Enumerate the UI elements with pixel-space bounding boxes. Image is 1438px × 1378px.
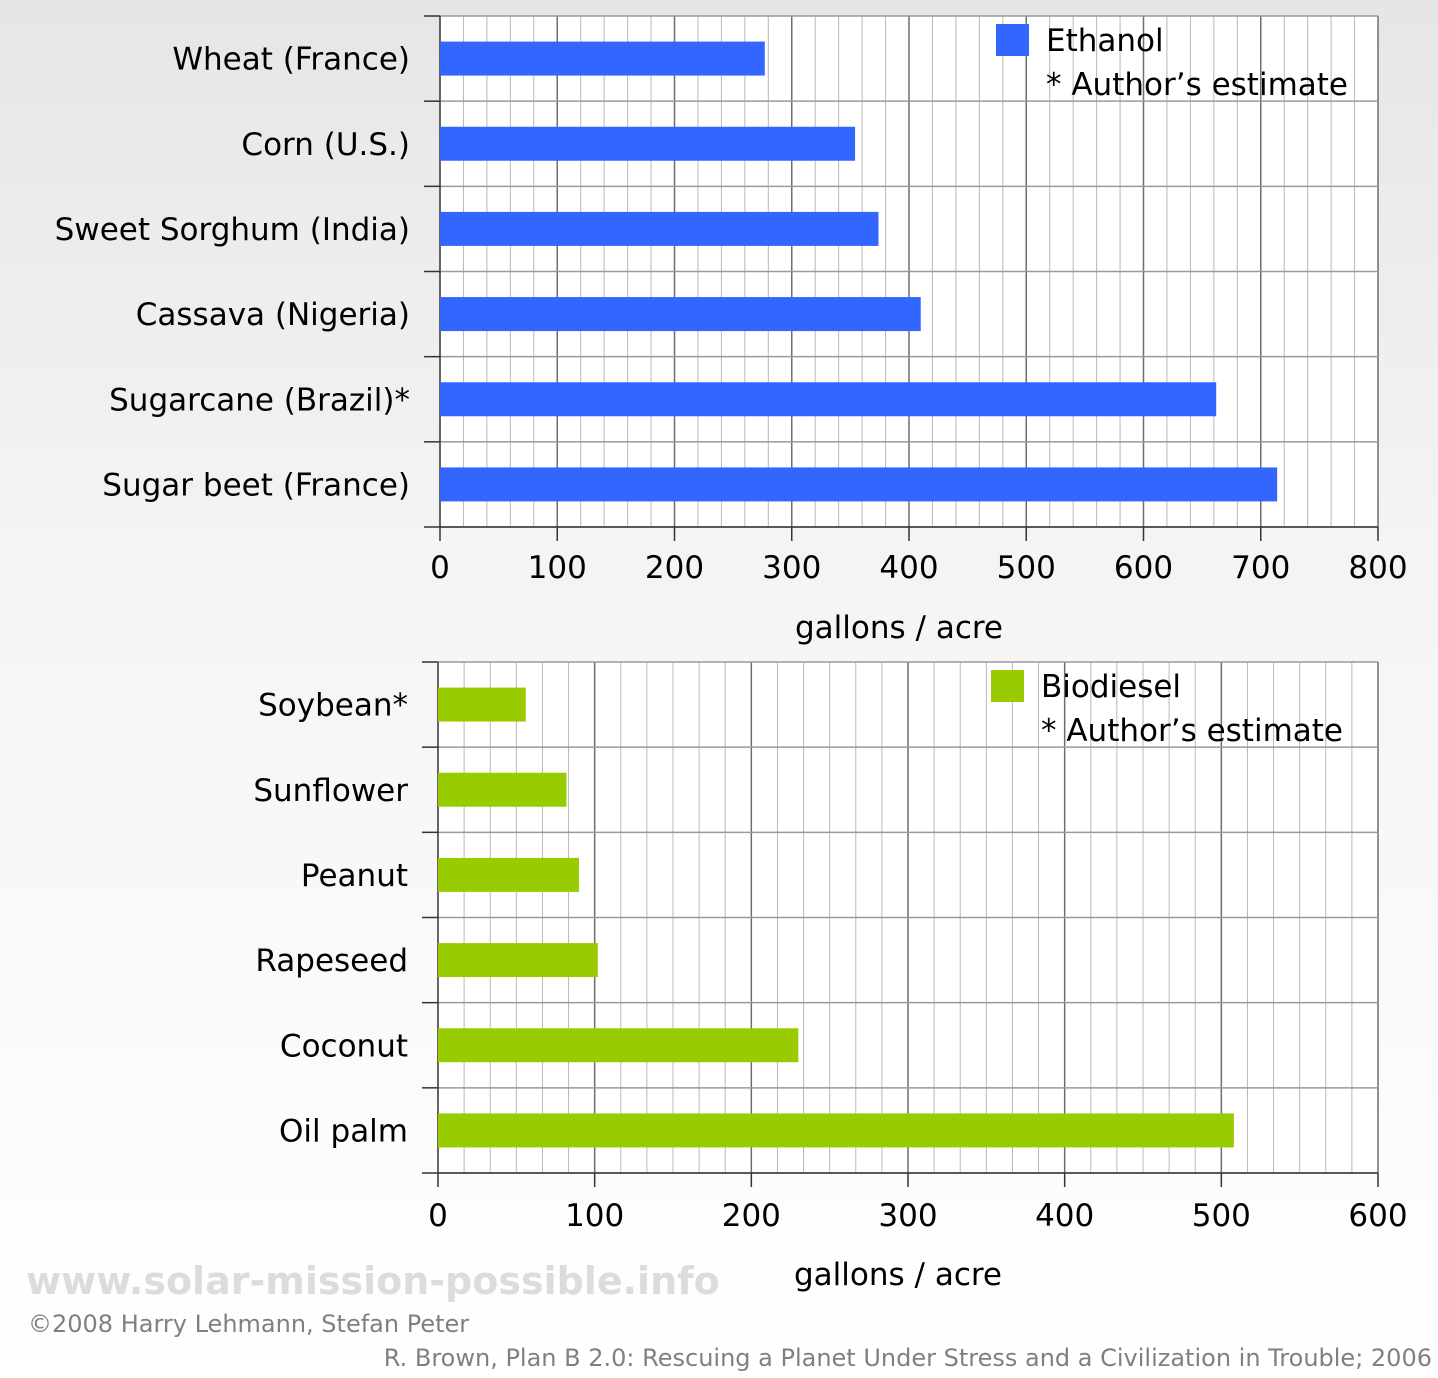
ethanol-category-label: Sweet Sorghum (India) [55, 212, 410, 248]
biodiesel-bar-5 [438, 1113, 1234, 1148]
copyright-text: ©2008 Harry Lehmann, Stefan Peter [28, 1310, 469, 1338]
biodiesel-bar-1 [438, 772, 567, 807]
ethanol-legend-swatch [996, 24, 1029, 56]
biodiesel-category-label: Sunflower [253, 773, 408, 809]
biodiesel-x-tick-label: 400 [1035, 1198, 1094, 1234]
source-text: R. Brown, Plan B 2.0: Rescuing a Planet … [384, 1344, 1432, 1372]
biodiesel-legend-swatch [991, 670, 1024, 702]
biodiesel-x-tick-label: 600 [1348, 1198, 1407, 1234]
biodiesel-x-tick-label: 500 [1192, 1198, 1251, 1234]
biodiesel-x-tick-label: 100 [565, 1198, 624, 1234]
ethanol-x-tick-label: 500 [997, 550, 1056, 586]
watermark-text: www.solar-mission-possible.info [26, 1259, 720, 1303]
biodiesel-bar-4 [438, 1028, 799, 1063]
ethanol-bar-2 [440, 211, 879, 246]
biodiesel-legend-note: * Author’s estimate [1041, 713, 1343, 749]
ethanol-legend-label: Ethanol [1046, 23, 1164, 59]
biodiesel-x-axis-title: gallons / acre [794, 1257, 1002, 1293]
ethanol-bar-5 [440, 467, 1278, 502]
biodiesel-bar-2 [438, 857, 579, 892]
ethanol-x-tick-label: 300 [762, 550, 821, 586]
ethanol-category-label: Corn (U.S.) [241, 127, 410, 163]
ethanol-category-label: Sugarcane (Brazil)* [109, 382, 410, 418]
biodiesel-category-label: Soybean* [258, 688, 408, 724]
ethanol-chart: Wheat (France) Corn (U.S.) Sweet Sorghum (… [55, 15, 1408, 646]
ethanol-x-tick-label: 100 [528, 550, 587, 586]
biodiesel-bar-3 [438, 943, 598, 978]
biodiesel-category-label: Peanut [301, 858, 408, 894]
ethanol-legend-note: * Author’s estimate [1046, 67, 1348, 103]
biodiesel-category-label: Rapeseed [255, 943, 408, 979]
ethanol-category-label: Cassava (Nigeria) [136, 297, 410, 333]
biodiesel-bar-0 [438, 687, 526, 722]
ethanol-x-tick-label: 400 [879, 550, 938, 586]
ethanol-bar-4 [440, 382, 1217, 417]
ethanol-bar-0 [440, 41, 765, 76]
biodiesel-legend-label: Biodiesel [1041, 669, 1181, 705]
biodiesel-category-label: Coconut [280, 1028, 408, 1064]
ethanol-x-tick-label: 800 [1348, 550, 1407, 586]
ethanol-x-tick-label: 200 [645, 550, 704, 586]
biodiesel-x-tick-label: 200 [722, 1198, 781, 1234]
ethanol-bar-1 [440, 126, 856, 161]
ethanol-x-tick-label: 600 [1114, 550, 1173, 586]
ethanol-bar-3 [440, 297, 921, 332]
ethanol-x-axis-title: gallons / acre [795, 610, 1003, 646]
ethanol-x-tick-label: 700 [1231, 550, 1290, 586]
ethanol-x-tick-label: 0 [430, 550, 450, 586]
biodiesel-x-tick-label: 300 [878, 1198, 937, 1234]
ethanol-category-label: Wheat (France) [172, 42, 410, 78]
biodiesel-x-tick-label: 0 [428, 1198, 448, 1234]
biodiesel-category-label: Oil palm [279, 1113, 408, 1149]
biodiesel-chart: Soybean* Sunflower Peanut Rapeseed Coconut Oi… [253, 661, 1408, 1293]
ethanol-category-label: Sugar beet (France) [102, 467, 410, 503]
